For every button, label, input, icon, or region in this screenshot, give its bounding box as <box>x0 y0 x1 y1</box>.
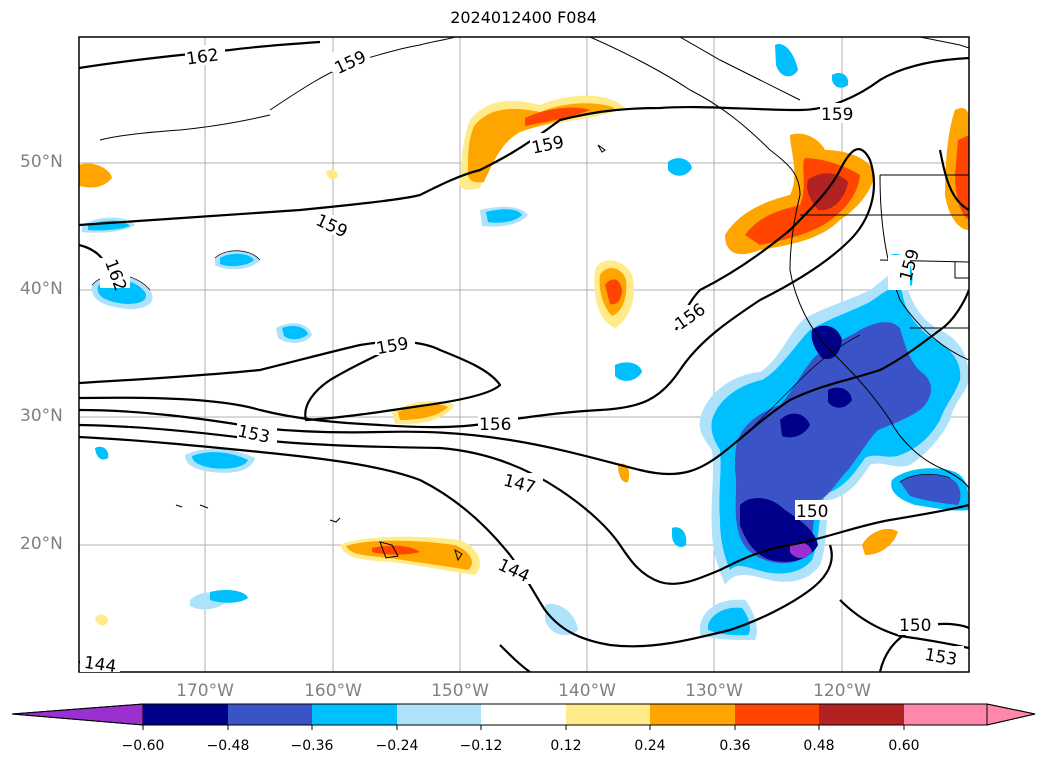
lat-label: 50°N <box>20 152 63 172</box>
contour-label: 162 <box>185 45 220 69</box>
colorbar-tick-label: 0.12 <box>550 738 582 754</box>
colorbar-segment <box>819 704 904 725</box>
colorbar-tick-label: 0.48 <box>803 738 835 754</box>
colorbar-segment <box>11 703 144 726</box>
map-frame <box>78 36 970 673</box>
lon-label: 120°W <box>813 681 871 701</box>
coastlines <box>99 37 969 562</box>
lon-label: 150°W <box>431 681 489 701</box>
lat-label: 20°N <box>20 534 63 554</box>
colorbar-tick-label: −0.36 <box>290 738 334 754</box>
colorbar-segment <box>481 704 566 725</box>
colorbar-tick-label: −0.60 <box>121 738 165 754</box>
contour-label: 159 <box>375 334 410 359</box>
colorbar-segment <box>566 704 650 725</box>
colorbar-tick-label: −0.24 <box>375 738 419 754</box>
colorbar-segment <box>228 704 312 725</box>
lon-label: 160°W <box>304 681 362 701</box>
colorbar-segment <box>904 704 987 725</box>
map-area <box>79 37 969 672</box>
positive-anomaly-shading <box>79 95 969 626</box>
contour-label: 150 <box>796 502 828 522</box>
colorbar-segment <box>986 703 1036 726</box>
negative-anomaly-shading <box>82 44 969 640</box>
lon-label: 140°W <box>558 681 616 701</box>
lon-label: 130°W <box>685 681 743 701</box>
colorbar <box>11 703 1036 730</box>
contour-label: 159 <box>332 47 370 79</box>
contour-label: 159 <box>896 247 924 284</box>
colorbar-tick-label: −0.12 <box>459 738 503 754</box>
colorbar-tick-label: −0.48 <box>206 738 250 754</box>
lat-label: 30°N <box>20 406 63 426</box>
colorbar-segment <box>312 704 397 725</box>
lon-label: 170°W <box>176 681 234 701</box>
colorbar-tick-label: 0.24 <box>634 738 666 754</box>
colorbar-segment <box>143 704 228 725</box>
colorbar-segment <box>397 704 481 725</box>
map-title: 2024012400 F084 <box>450 8 597 27</box>
colorbar-tick-label: 0.36 <box>719 738 751 754</box>
colorbar-segment <box>650 704 735 725</box>
contour-label: 156 <box>479 415 511 435</box>
contour-label: 144 <box>83 653 118 677</box>
colorbar-segment <box>735 704 819 725</box>
contour-label: 150 <box>899 616 931 636</box>
shading-outlines <box>91 250 951 483</box>
contour-label: 159 <box>821 105 853 125</box>
lat-label: 40°N <box>20 279 63 299</box>
colorbar-tick-label: 0.60 <box>888 738 920 754</box>
